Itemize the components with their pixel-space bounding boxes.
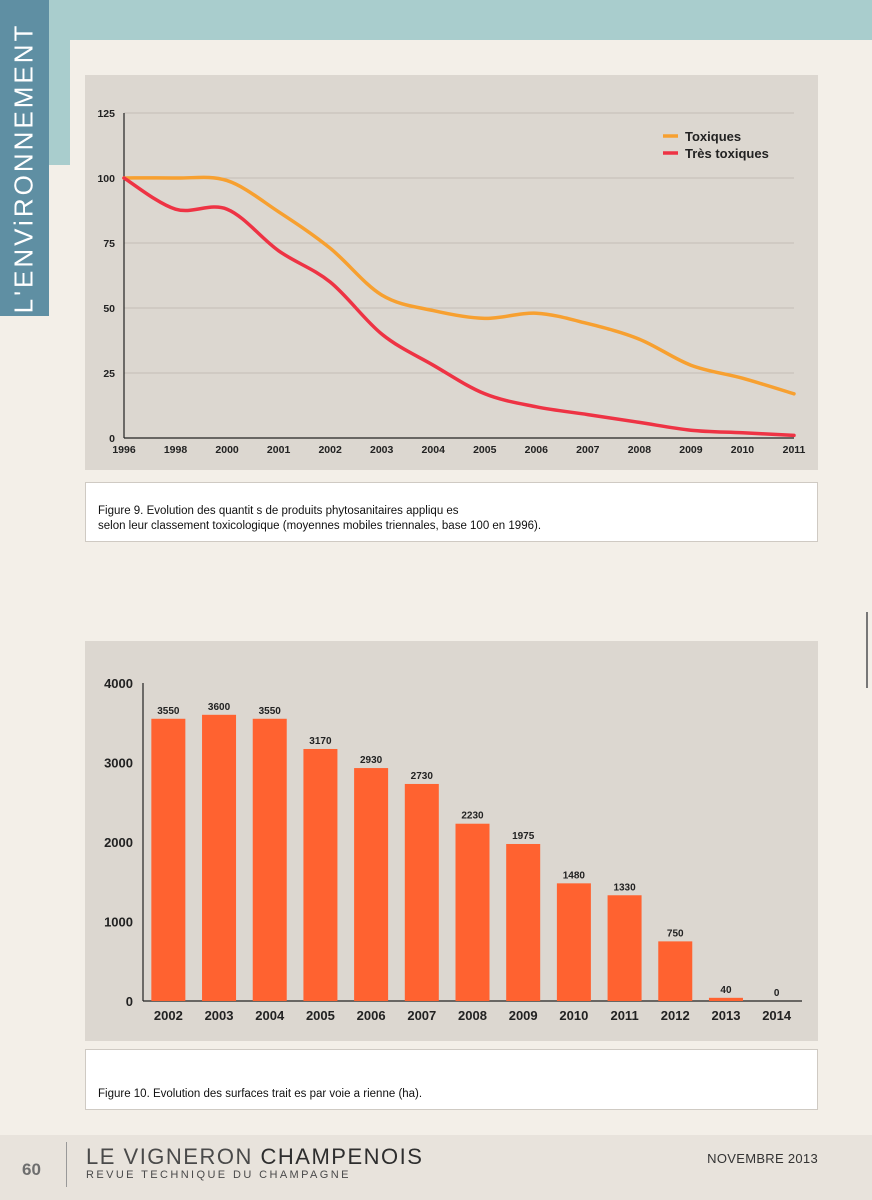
y-tick-label: 125 (97, 108, 115, 120)
bar-value-label: 40 (720, 985, 732, 996)
bar-value-label: 2230 (461, 811, 484, 822)
x-tick-label: 2007 (407, 1008, 436, 1023)
figure9-panel: 0 25 50 75 100 125 1996 1998 2000 2001 2002 2003 20… (85, 75, 818, 470)
top-band (70, 0, 872, 40)
bar-value-label: 3550 (259, 706, 282, 717)
x-tick-label: 2011 (783, 444, 806, 456)
legend-label: Toxiques (685, 129, 741, 144)
bar-value-label: 1330 (613, 882, 636, 893)
bar-value-label: 3170 (309, 736, 332, 747)
page-number: 60 (22, 1160, 41, 1179)
y-tick-label: 25 (103, 368, 115, 380)
legend-label: Très toxiques (685, 146, 769, 161)
x-tick-label: 2010 (559, 1008, 588, 1023)
bar (556, 883, 591, 1001)
y-tick-label: 3000 (104, 756, 133, 771)
x-tick-label: 2006 (525, 444, 549, 456)
x-tick-label: 2002 (318, 444, 342, 456)
x-tick-label: 2005 (473, 444, 497, 456)
bar-value-label: 3550 (157, 706, 180, 717)
bar (658, 941, 693, 1001)
y-tick-label: 0 (109, 433, 115, 445)
section-tab: L'ENViRONNEMENT (0, 0, 49, 316)
y-tick-label: 0 (126, 994, 133, 1009)
publication-subtitle: REVUE TECHNIQUE DU CHAMPAGNE (86, 1169, 351, 1181)
bar (151, 718, 186, 1001)
x-tick-label: 2003 (370, 444, 394, 456)
x-tick-label: 2006 (357, 1008, 386, 1023)
figure10-panel: 3550 3600 3550 3170 2930 2730 2230 1975 1480 1330… (85, 641, 818, 1041)
bar-value-label: 2930 (360, 755, 383, 766)
bar (455, 823, 490, 1001)
bar (506, 843, 541, 1001)
publication-name-part1: LE VIGNERON (86, 1144, 253, 1169)
bar (404, 783, 439, 1001)
figure9-caption-line1: Figure 9. Evolution des quantit s de pro… (98, 505, 459, 517)
bar (252, 718, 287, 1001)
y-tick-label: 4000 (104, 676, 133, 691)
line-chart: 0 25 50 75 100 125 1996 1998 2000 2001 2002 2003 20… (97, 108, 806, 456)
figure10-caption: Figure 10. Evolution des surfaces trait … (85, 1049, 818, 1110)
margin-mark (866, 612, 872, 688)
x-tick-label: 2008 (628, 444, 652, 456)
y-tick-label: 75 (103, 238, 115, 250)
bar (607, 895, 642, 1001)
x-tick-label: 2012 (661, 1008, 690, 1023)
x-tick-label: 2014 (762, 1008, 792, 1023)
issue-date: NOVEMBRE 2013 (707, 1151, 818, 1166)
publication-name-part2: CHAMPENOIS (260, 1144, 424, 1169)
x-tick-label: 2013 (712, 1008, 741, 1023)
series-line-2 (122, 176, 796, 438)
y-tick-label: 50 (103, 303, 115, 315)
bar (354, 768, 389, 1001)
publication-name: LE VIGNERON CHAMPENOIS (86, 1144, 423, 1170)
bar (303, 748, 338, 1001)
y-tick-label: 1000 (104, 915, 133, 930)
x-tick-label: 2002 (154, 1008, 183, 1023)
x-tick-label: 1998 (164, 444, 188, 456)
y-tick-label: 100 (97, 173, 115, 185)
x-tick-label: 2001 (267, 444, 291, 456)
x-tick-label: 2009 (509, 1008, 538, 1023)
x-tick-label: 1996 (112, 444, 136, 456)
x-tick-label: 2009 (679, 444, 703, 456)
bar-value-label: 2730 (411, 771, 434, 782)
x-tick-label: 2004 (255, 1008, 285, 1023)
x-tick-label: 2003 (205, 1008, 234, 1023)
x-tick-label: 2000 (215, 444, 239, 456)
bar-value-label: 750 (667, 928, 684, 939)
bar-value-label: 1480 (563, 870, 586, 881)
x-tick-label: 2005 (306, 1008, 335, 1023)
figure9-caption-line2: selon leur classement toxicologique (moy… (98, 520, 542, 532)
figure9-caption: Figure 9. Evolution des quantit s de pro… (85, 482, 818, 542)
footer-divider (66, 1142, 67, 1187)
bar-chart: 3550 3600 3550 3170 2930 2730 2230 1975 1480 1330… (104, 676, 802, 1023)
bar (708, 997, 743, 1001)
bar-value-label: 1975 (512, 831, 535, 842)
bar-value-label: 0 (774, 988, 780, 999)
x-tick-label: 2011 (610, 1008, 638, 1023)
section-title: L'ENViRONNEMENT (8, 22, 39, 314)
x-tick-label: 2010 (731, 444, 755, 456)
x-tick-label: 2008 (458, 1008, 487, 1023)
figure10-caption-text: Figure 10. Evolution des surfaces trait … (98, 1088, 423, 1100)
series-line-1 (122, 175, 796, 396)
side-band-light (49, 0, 70, 165)
footer (0, 1135, 872, 1200)
bar-value-label: 3600 (208, 702, 231, 713)
bar (202, 714, 237, 1001)
x-tick-label: 2007 (576, 444, 600, 456)
y-tick-label: 2000 (104, 835, 133, 850)
x-tick-label: 2004 (422, 444, 446, 456)
